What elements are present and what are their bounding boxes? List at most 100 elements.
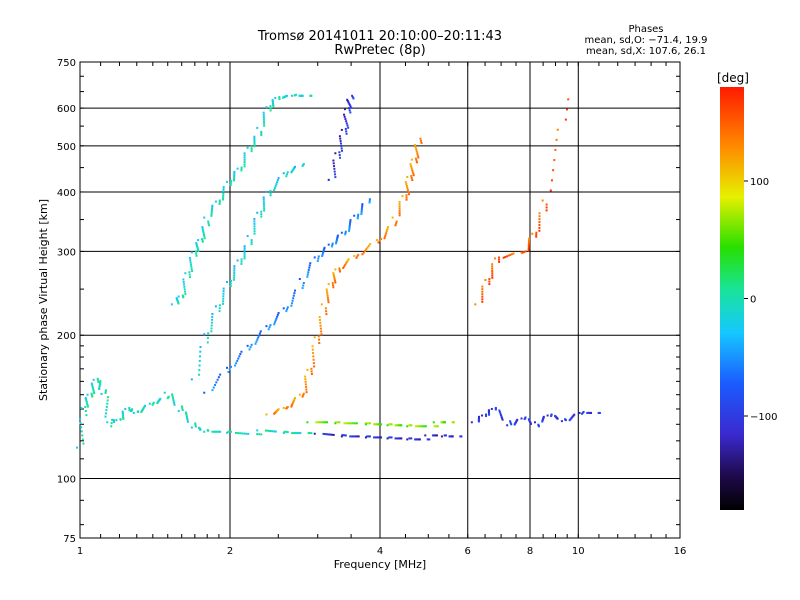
data-point <box>294 289 297 292</box>
data-point <box>412 174 415 177</box>
data-point <box>190 426 193 429</box>
data-point <box>330 245 333 248</box>
data-point <box>550 413 553 416</box>
data-point <box>254 342 257 345</box>
minor-ticks <box>80 62 680 538</box>
data-point <box>415 148 418 151</box>
data-point <box>345 122 348 125</box>
data-point <box>121 411 124 414</box>
data-point <box>238 355 241 358</box>
data-point <box>345 422 348 425</box>
data-point <box>389 436 392 439</box>
data-point <box>233 173 236 176</box>
data-point <box>435 434 438 437</box>
data-point <box>236 259 239 262</box>
data-point <box>269 430 272 433</box>
data-point <box>81 434 84 437</box>
data-point <box>222 290 225 293</box>
x-tick-labels: 1 2 4 6 8 10 16 <box>77 546 687 557</box>
chart-subtitle: RwPretec (8p) <box>334 43 425 58</box>
data-point <box>253 143 256 146</box>
data-point <box>243 247 246 250</box>
data-point <box>348 109 351 112</box>
data-point <box>377 436 380 439</box>
data-point <box>347 107 350 110</box>
data-point <box>250 343 253 346</box>
data-point <box>188 271 191 274</box>
data-point <box>333 165 336 168</box>
data-point <box>345 132 348 135</box>
data-point <box>323 246 326 249</box>
data-point <box>564 118 567 121</box>
data-point <box>305 385 308 388</box>
data-point <box>222 295 225 298</box>
data-point <box>319 327 322 330</box>
data-point <box>226 366 228 369</box>
data-point <box>190 378 193 381</box>
data-point <box>106 399 109 402</box>
data-point <box>344 434 347 437</box>
data-point <box>310 373 313 376</box>
data-point <box>128 406 131 409</box>
data-point <box>487 409 490 412</box>
data-point <box>253 142 256 145</box>
data-point <box>202 231 205 234</box>
data-point <box>349 111 352 114</box>
data-point <box>451 435 454 438</box>
data-point <box>207 429 210 432</box>
data-point <box>233 271 236 274</box>
data-point <box>481 298 484 301</box>
data-point <box>498 258 501 261</box>
data-point <box>346 259 349 262</box>
data-point <box>173 403 176 406</box>
data-point <box>272 104 275 107</box>
data-point <box>250 147 253 150</box>
data-point <box>353 254 356 257</box>
data-point <box>86 404 89 407</box>
data-point <box>294 396 297 399</box>
data-point <box>343 108 346 111</box>
data-point <box>321 252 324 255</box>
data-point <box>407 193 410 196</box>
data-point <box>182 278 185 281</box>
data-point <box>324 421 327 424</box>
data-point <box>260 134 263 137</box>
data-point <box>336 421 339 424</box>
data-point <box>240 262 243 265</box>
data-point <box>333 167 336 170</box>
data-point <box>522 251 525 254</box>
data-point <box>334 176 337 179</box>
data-point <box>357 253 360 256</box>
data-point <box>253 135 256 138</box>
data-point <box>267 328 270 331</box>
data-point <box>271 430 274 433</box>
data-point <box>255 340 258 343</box>
data-point <box>488 283 491 286</box>
data-point <box>214 383 217 386</box>
data-point <box>334 279 337 282</box>
data-point <box>334 152 337 155</box>
data-point <box>378 239 381 242</box>
data-point <box>198 373 201 376</box>
data-point <box>253 145 256 148</box>
data-point <box>188 273 191 276</box>
data-point <box>319 324 322 327</box>
data-point <box>122 415 125 418</box>
data-point <box>253 140 256 143</box>
data-point <box>140 409 143 412</box>
data-point <box>343 115 346 118</box>
data-point <box>497 256 500 259</box>
data-point <box>269 189 272 192</box>
data-point <box>339 142 342 145</box>
data-point <box>378 423 381 426</box>
data-point <box>304 380 307 383</box>
data-point <box>333 276 336 279</box>
data-point <box>98 386 101 389</box>
data-point <box>186 420 189 423</box>
data-point <box>545 203 548 206</box>
data-point <box>509 421 512 424</box>
data-point <box>395 220 398 223</box>
data-point <box>91 384 94 387</box>
data-point <box>317 257 320 260</box>
data-point <box>377 241 380 244</box>
